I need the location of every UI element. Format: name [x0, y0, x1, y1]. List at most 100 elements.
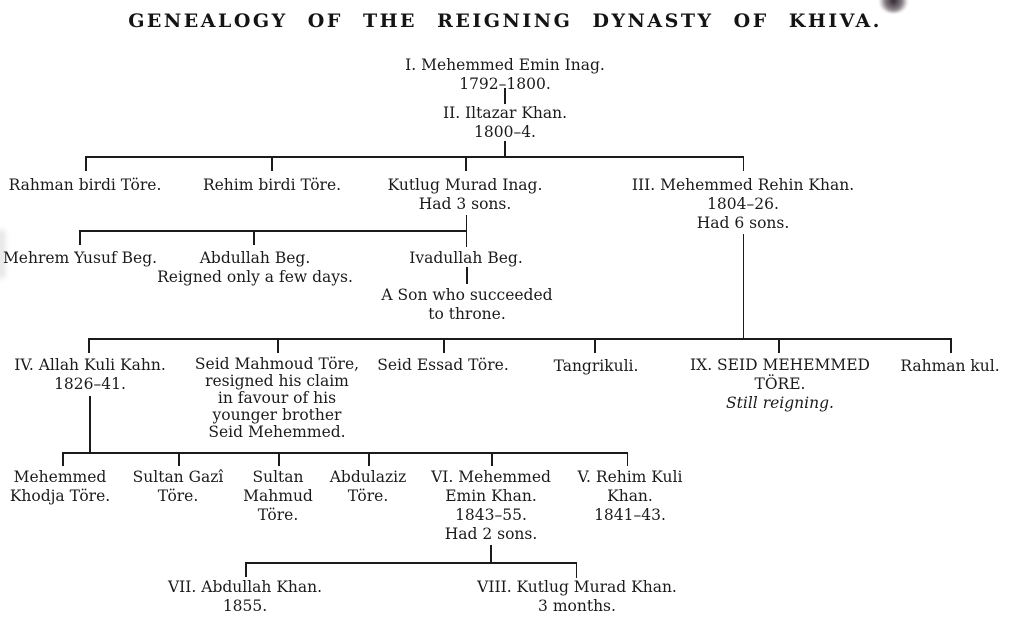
person-name: Abdulaziz	[329, 468, 407, 486]
person-name: Töre.	[347, 487, 389, 505]
node-rehim-birdi-tore: Rehim birdi Töre.	[203, 176, 341, 195]
connector-drop-iii-mehemmed	[742, 156, 744, 171]
connector-drop-seid-mahmoud	[277, 338, 279, 353]
node-son-who-succeeded: A Son who succeeded to throne.	[381, 286, 552, 324]
node-tangrikuli: Tangrikuli.	[554, 357, 639, 376]
node-ivadullah-beg: Ivadullah Beg.	[409, 249, 523, 268]
person-name: Sultan	[252, 468, 304, 486]
connector-drop-seid-essad	[443, 338, 445, 353]
node-iii-mehemmed-rehin-khan: III. Mehemmed Rehin Khan. 1804–26. Had 6…	[632, 176, 854, 233]
connector-g2-bar3	[504, 141, 506, 157]
person-name: V. Rehim Kuli	[577, 468, 683, 486]
node-seid-mahmoud-tore: Seid Mahmoud Töre, resigned his claim in…	[195, 356, 359, 441]
person-name: Kutlug Murad Inag.	[387, 176, 543, 194]
person-name: Rehim birdi Töre.	[202, 176, 342, 194]
person-name: TÖRE.	[754, 375, 806, 393]
connector-drop-abdullah-beg	[253, 230, 255, 245]
connector-drop-sultan-mahmud	[278, 452, 280, 466]
person-note: in favour of his	[217, 389, 337, 407]
chart-title: GENEALOGY OF THE REIGNING DYNASTY OF KHI…	[128, 10, 882, 32]
connector-bar-gen7	[245, 562, 577, 564]
person-dates: 1800–4.	[473, 123, 536, 141]
connector-iv-bar6	[89, 396, 91, 452]
person-note: Had 2 sons.	[444, 525, 538, 543]
person-name: Töre.	[157, 487, 199, 505]
connector-iii-bar5	[742, 234, 744, 338]
person-name: IX. SEID MEHEMMED	[690, 356, 870, 374]
person-dates: 1843–55.	[455, 506, 527, 524]
connector-drop-rahman-kul	[950, 338, 952, 353]
person-name: Töre.	[257, 506, 299, 524]
node-iv-allah-kuli-kahn: IV. Allah Kuli Kahn. 1826–41.	[14, 356, 166, 394]
connector-bar-gen5	[88, 338, 951, 340]
node-abdulaziz-tore: Abdulaziz Töre.	[330, 468, 407, 506]
node-rahman-birdi-tore: Rahman birdi Töre.	[9, 176, 162, 195]
person-name: Rahman birdi Töre.	[8, 176, 162, 194]
person-name: Tangrikuli.	[553, 357, 639, 375]
connector-drop-vi-mehemmed	[491, 452, 493, 466]
person-name: A Son who succeeded	[381, 286, 553, 304]
connector-drop-viii-kutlug	[575, 562, 577, 578]
connector-bar-gen6	[62, 452, 628, 454]
node-mehrem-yusuf-beg: Mehrem Yusuf Beg.	[3, 249, 157, 268]
person-dates: 1792–1800.	[459, 75, 551, 93]
node-viii-kutlug-murad-khan: VIII. Kutlug Murad Khan. 3 months.	[477, 578, 677, 616]
person-name: I. Mehemmed Emin Inag.	[405, 56, 605, 74]
person-name: Khodja Töre.	[9, 487, 111, 505]
connector-drop-vii-abdullah	[245, 562, 247, 577]
person-name: II. Iltazar Khan.	[442, 104, 568, 122]
person-note: resigned his claim	[205, 372, 349, 390]
person-name: VI. Mehemmed	[431, 468, 551, 486]
person-name: Seid Essad Töre.	[377, 356, 509, 374]
person-note: Reigned only a few days.	[157, 268, 353, 286]
person-name: IV. Allah Kuli Kahn.	[14, 356, 166, 374]
node-sultan-mahmud-tore: Sultan Mahmud Töre.	[243, 468, 313, 525]
person-name: Rahman kul.	[900, 357, 1000, 375]
person-name: Khan.	[607, 487, 653, 505]
still-reigning-note: Still reigning.	[726, 394, 834, 412]
connector-drop-tangrikuli	[594, 338, 596, 353]
connector-vi-bar7	[490, 545, 492, 563]
person-dates: 1804–26.	[707, 195, 779, 213]
person-dates: 1841–43.	[594, 506, 666, 524]
connector-bar-gen4	[79, 230, 466, 232]
person-note: younger brother	[212, 406, 342, 424]
connector-ivadullah-son	[466, 267, 468, 284]
node-ix-seid-mehemmed-tore: IX. SEID MEHEMMED TÖRE. Still reigning.	[690, 356, 870, 413]
person-note: Seid Mehemmed.	[208, 423, 346, 441]
person-name: Sultan Gazî	[132, 468, 224, 486]
connector-drop-rehim-birdi	[271, 156, 273, 171]
connector-drop-mehrem-yusuf	[79, 230, 81, 245]
node-kutlug-murad-inag: Kutlug Murad Inag. Had 3 sons.	[388, 176, 543, 214]
person-name: Mehrem Yusuf Beg.	[2, 249, 158, 267]
person-dates: 1855.	[222, 597, 268, 615]
node-vi-mehemmed-emin-khan: VI. Mehemmed Emin Khan. 1843–55. Had 2 s…	[431, 468, 551, 544]
node-vii-abdullah-khan: VII. Abdullah Khan. 1855.	[168, 578, 322, 616]
connector-drop-v-rehim	[626, 452, 628, 466]
scan-smudge-artifact	[0, 230, 5, 278]
person-dates: 1826–41.	[54, 375, 126, 393]
person-name: Emin Khan.	[445, 487, 537, 505]
node-sultan-gazi-tore: Sultan Gazî Töre.	[133, 468, 224, 506]
node-abdullah-beg: Abdullah Beg. Reigned only a few days.	[157, 249, 353, 287]
connector-drop-iv-allah-kuli	[88, 338, 90, 353]
person-name: Mehemmed	[13, 468, 107, 486]
connector-kutlug-bar4	[465, 215, 467, 247]
node-rahman-kul: Rahman kul.	[900, 357, 999, 376]
node-i-mehemmed-emin-inag: I. Mehemmed Emin Inag. 1792–1800.	[405, 56, 605, 94]
connector-drop-ix-seid	[778, 338, 780, 353]
person-note: 3 months.	[538, 597, 616, 615]
connector-drop-sultan-gazi	[178, 452, 180, 466]
connector-drop-mehemmed-khodja	[62, 452, 64, 466]
node-mehemmed-khodja-tore: Mehemmed Khodja Töre.	[10, 468, 110, 506]
connector-drop-kutlug-murad	[465, 156, 467, 171]
node-ii-iltazar-khan: II. Iltazar Khan. 1800–4.	[443, 104, 567, 142]
connector-bar-gen3	[85, 156, 744, 158]
person-name: Seid Mahmoud Töre,	[194, 355, 360, 373]
person-name: Abdullah Beg.	[199, 249, 311, 267]
person-name: III. Mehemmed Rehin Khan.	[631, 176, 855, 194]
person-name: VIII. Kutlug Murad Khan.	[477, 578, 677, 596]
person-name: Ivadullah Beg.	[409, 249, 523, 267]
person-name: Mahmud	[243, 487, 313, 505]
